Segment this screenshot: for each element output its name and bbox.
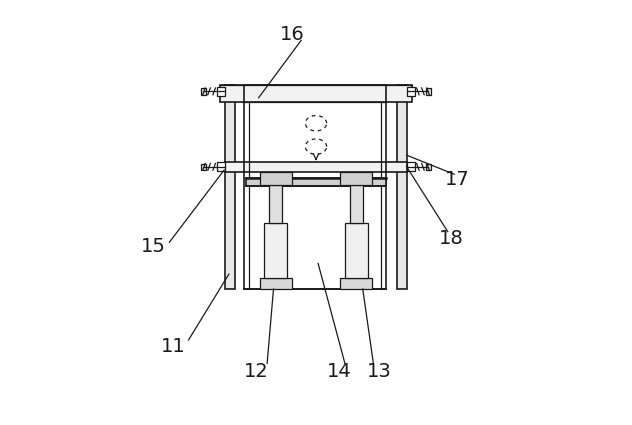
Text: 18: 18 [439,229,463,247]
Bar [426,88,431,95]
Bar [244,85,386,289]
Bar [217,87,224,96]
Text: 11: 11 [161,337,186,356]
Bar [224,85,235,289]
Bar [260,172,291,185]
Text: 16: 16 [280,26,305,44]
Bar [397,85,408,289]
Bar [341,278,372,289]
Bar [224,162,408,172]
Bar [201,88,206,95]
Bar [264,223,288,278]
Bar [201,164,206,170]
Bar [408,87,415,96]
Bar [221,85,411,102]
Bar [269,185,282,223]
Text: 14: 14 [327,363,352,381]
Bar [426,164,431,170]
Bar [344,223,368,278]
Text: 12: 12 [244,363,269,381]
Bar [350,185,363,223]
Text: 15: 15 [141,237,166,256]
Bar [217,162,224,172]
Bar [260,278,291,289]
Text: 17: 17 [445,170,470,189]
Bar [408,162,415,172]
Bar [341,172,372,185]
Bar [246,178,386,186]
Text: 13: 13 [367,363,391,381]
